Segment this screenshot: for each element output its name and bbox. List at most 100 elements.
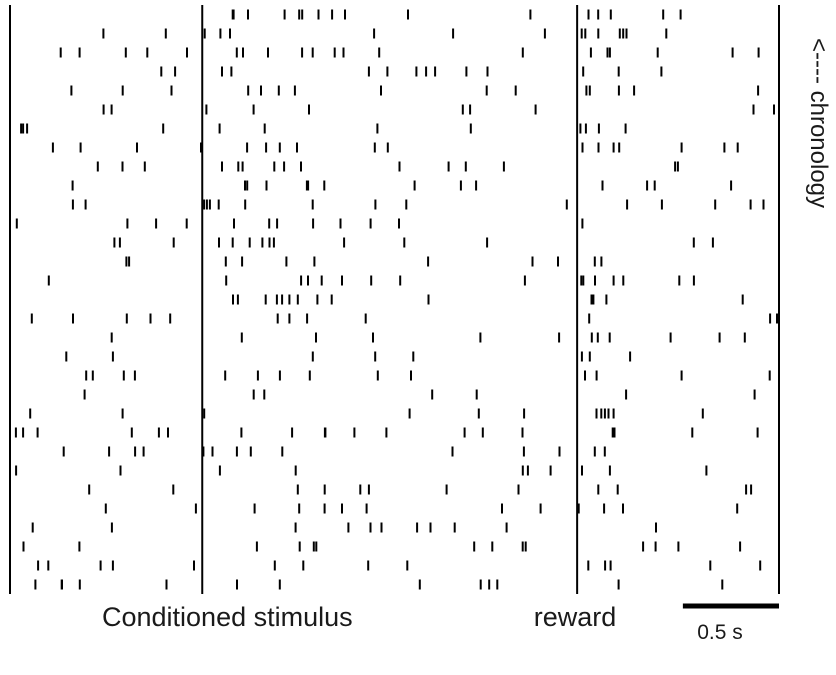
spike-tick — [263, 389, 266, 400]
spike-tick — [343, 237, 346, 248]
spike-tick — [505, 522, 508, 533]
spike-tick — [584, 123, 587, 134]
spike-tick — [248, 237, 251, 248]
spike-tick — [276, 313, 279, 324]
spike-tick — [618, 28, 621, 39]
spike-tick — [429, 522, 432, 533]
spike-tick — [398, 218, 400, 229]
spike-tick — [146, 47, 149, 58]
spike-tick — [225, 275, 228, 286]
spike-tick — [256, 370, 259, 381]
spike-tick — [773, 104, 775, 115]
spike-tick — [593, 256, 596, 267]
spike-tick — [386, 66, 389, 77]
spike-tick — [88, 484, 91, 495]
spike-tick — [298, 9, 301, 20]
spike-tick — [367, 66, 370, 77]
spike-tick — [331, 9, 334, 20]
spike-tick — [83, 389, 86, 400]
spike-tick — [30, 313, 33, 324]
spike-tick — [288, 313, 291, 324]
spike-tick — [232, 9, 235, 20]
spike-tick — [293, 85, 296, 96]
spike-tick — [342, 47, 345, 58]
spike-tick — [22, 427, 25, 438]
spike-tick — [341, 275, 343, 286]
spike-tick — [416, 522, 419, 533]
spike-tick — [242, 47, 244, 58]
spike-tick — [268, 218, 271, 229]
spike-tick — [768, 370, 771, 381]
spike-tick — [353, 427, 356, 438]
spike-tick — [275, 294, 278, 305]
spike-tick — [99, 560, 102, 571]
spike-tick — [341, 503, 343, 514]
spike-tick — [622, 503, 624, 514]
spike-tick — [588, 313, 591, 324]
spike-tick — [590, 332, 593, 343]
spike-tick — [496, 579, 499, 590]
spike-tick — [584, 370, 586, 381]
spike-tick — [526, 465, 529, 476]
spike-tick — [523, 275, 526, 286]
spike-tick — [29, 408, 32, 419]
spike-tick — [294, 522, 297, 533]
spike-tick — [723, 142, 726, 153]
spike-tick — [170, 85, 173, 96]
spike-tick — [203, 199, 206, 210]
spike-tick — [412, 351, 415, 362]
spike-tick — [367, 484, 370, 495]
spike-tick — [288, 294, 291, 305]
spike-tick — [660, 66, 663, 77]
spike-tick — [403, 237, 406, 248]
spike-tick — [609, 560, 612, 571]
spike-tick — [646, 180, 649, 191]
spike-tick — [186, 47, 188, 58]
spike-tick — [757, 85, 760, 96]
spike-tick — [579, 123, 582, 134]
spike-tick — [617, 66, 620, 77]
spike-tick — [359, 484, 362, 495]
spike-tick — [434, 66, 437, 77]
spike-tick — [655, 522, 657, 533]
spike-tick — [333, 47, 336, 58]
spike-tick — [524, 541, 527, 552]
spike-tick — [718, 332, 721, 343]
spike-tick — [298, 541, 301, 552]
spike-tick — [585, 85, 588, 96]
spike-tick — [678, 275, 681, 286]
spike-tick — [369, 218, 372, 229]
spike-tick — [205, 199, 208, 210]
spike-tick — [521, 465, 524, 476]
spike-tick — [273, 560, 276, 571]
spike-tick — [121, 161, 124, 172]
spike-tick — [261, 237, 264, 248]
spike-tick — [221, 161, 223, 172]
spike-tick — [486, 66, 489, 77]
spike-tick — [580, 275, 583, 286]
spike-tick — [676, 161, 679, 172]
spike-tick — [613, 427, 616, 438]
spike-tick — [759, 560, 762, 571]
spike-tick — [296, 484, 299, 495]
spike-tick — [22, 541, 25, 552]
spike-tick — [71, 180, 74, 191]
spike-tick — [323, 484, 326, 495]
spike-tick — [711, 237, 714, 248]
spike-tick — [122, 370, 125, 381]
spike-tick — [452, 28, 455, 39]
spike-tick — [616, 484, 619, 495]
spike-tick — [367, 560, 370, 571]
spike-tick — [739, 541, 742, 552]
spike-tick — [167, 427, 169, 438]
spike-tick — [407, 9, 409, 20]
spike-tick — [475, 180, 478, 191]
spike-tick — [260, 85, 262, 96]
spike-tick — [15, 218, 18, 229]
spike-tick — [736, 503, 739, 514]
spike-tick — [469, 104, 472, 115]
spike-tick — [174, 66, 177, 77]
spike-tick — [654, 541, 657, 552]
spike-tick — [491, 541, 494, 552]
